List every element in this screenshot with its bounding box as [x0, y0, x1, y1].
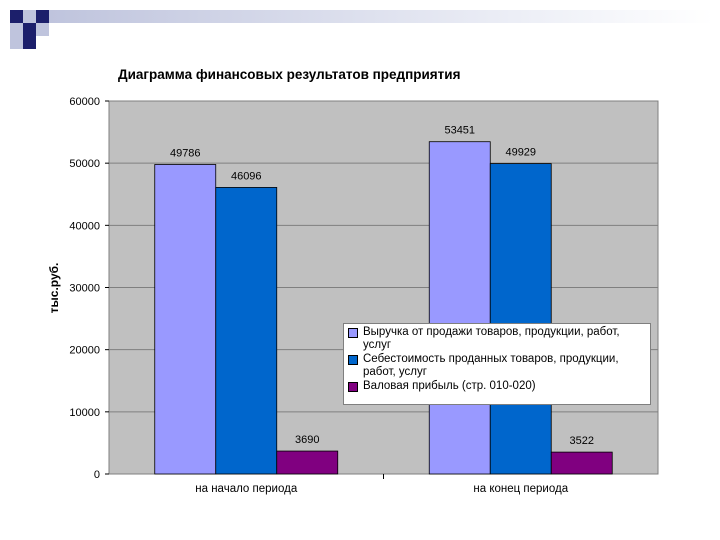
legend-label: Выручка от продажи товаров, продукции, р…: [363, 326, 620, 351]
bar-revenue: [428, 141, 491, 475]
top-gradient-bar: [49, 10, 714, 23]
bar-data-label: 3522: [570, 435, 594, 447]
bar-profit: [276, 450, 339, 475]
deco-square: [23, 36, 36, 49]
legend-item: Валовая прибыль (стр. 010-020): [348, 380, 646, 393]
y-tick-label: 60000: [69, 96, 100, 108]
bar-data-label: 3690: [295, 434, 319, 446]
deco-square: [10, 36, 23, 49]
deco-square: [10, 23, 23, 36]
legend-swatch-revenue: [348, 328, 358, 338]
y-axis-ticks: 0 10000 20000 30000 40000 50000 60000: [69, 96, 109, 481]
bar-revenue: [154, 164, 217, 475]
chart-title: Диаграмма финансовых результатов предпри…: [118, 67, 460, 82]
bar-data-label: 46096: [231, 170, 262, 182]
legend-item: Выручка от продажи товаров, продукции, р…: [348, 326, 646, 352]
legend-swatch-cost: [348, 355, 358, 365]
legend-label: Валовая прибыль (стр. 010-020): [363, 380, 536, 392]
x-axis-labels: на начало периода на конец периода: [195, 474, 569, 495]
y-tick-label: 10000: [69, 407, 100, 419]
deco-square: [23, 10, 36, 23]
deco-square: [23, 23, 36, 36]
y-tick-label: 50000: [69, 158, 100, 170]
legend-swatch-profit: [348, 382, 358, 392]
bar-cost: [489, 163, 552, 475]
y-tick-label: 30000: [69, 283, 100, 295]
deco-square: [36, 23, 49, 36]
legend: Выручка от продажи товаров, продукции, р…: [343, 323, 651, 405]
deco-square: [10, 10, 23, 23]
bar-data-label: 49929: [505, 147, 536, 159]
legend-label: Себестоимость проданных товаров, продукц…: [363, 353, 619, 378]
bar-cost: [215, 187, 278, 475]
deco-square: [36, 10, 49, 23]
bar-profit: [550, 451, 613, 475]
legend-item: Себестоимость проданных товаров, продукц…: [348, 353, 646, 379]
y-axis-label: тыс.руб.: [47, 263, 61, 314]
y-tick-label: 0: [94, 469, 100, 481]
bar-data-label: 53451: [444, 125, 475, 137]
y-tick-label: 40000: [69, 220, 100, 232]
bar-labels: 49786 46096 3690 53451 49929 3522: [170, 125, 594, 447]
bars: [154, 141, 613, 475]
x-category-label: на конец периода: [473, 483, 568, 495]
y-tick-label: 20000: [69, 345, 100, 357]
bar-data-label: 49786: [170, 147, 201, 159]
x-category-label: на начало периода: [195, 483, 298, 495]
